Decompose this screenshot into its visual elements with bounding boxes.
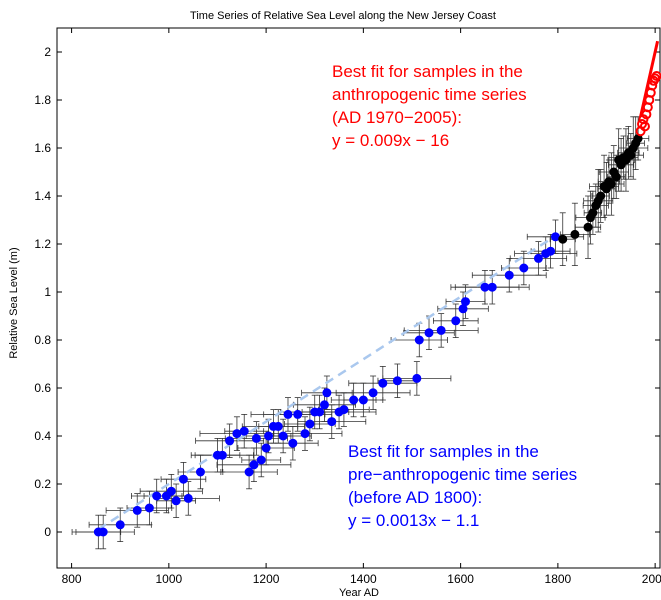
annotation-blue-line-1: Best fit for samples in the [348, 442, 539, 461]
pre-anthropogenic-point [504, 270, 514, 280]
pre-anthropogenic-point [183, 493, 193, 503]
x-tick-label: 1400 [350, 572, 377, 586]
pre-anthropogenic-point [378, 378, 388, 388]
pre-anthropogenic-point [519, 263, 529, 273]
pre-anthropogenic-point [392, 376, 402, 386]
x-tick-label: 800 [62, 572, 82, 586]
pre-anthropogenic-point [451, 316, 461, 326]
pre-anthropogenic-point [98, 527, 108, 537]
pre-anthropogenic-point [278, 431, 288, 441]
pre-anthropogenic-point [217, 450, 227, 460]
pre-anthropogenic-point [239, 426, 249, 436]
pre-anthropogenic-point [315, 407, 325, 417]
pre-anthropogenic-point [261, 443, 271, 453]
pre-anthropogenic-point [414, 335, 424, 345]
y-tick-label: 0.2 [34, 477, 51, 491]
pre-anthropogenic-point [256, 455, 266, 465]
pre-anthropogenic-point [144, 503, 154, 513]
annotation-red-line-3: (AD 1970−2005): [332, 108, 462, 127]
anthropogenic-fit-annotation: Best fit for samples in the anthropogeni… [332, 62, 527, 150]
pre-anthropogenic-point [436, 325, 446, 335]
pre-anthropogenic-point [368, 388, 378, 398]
pre-anthropogenic-point [195, 467, 205, 477]
chart-title: Time Series of Relative Sea Level along … [190, 10, 496, 22]
annotation-red-line-4: y = 0.009x − 16 [332, 131, 449, 150]
pre-anthropogenic-point [171, 496, 181, 506]
y-tick-label: 1 [44, 285, 51, 299]
pre-anthropogenic-point [178, 474, 188, 484]
y-tick-label: 1.8 [34, 93, 51, 107]
y-tick-label: 1.4 [34, 189, 51, 203]
pre-anthropogenic-point [249, 460, 259, 470]
annotation-blue-line-3: (before AD 1800): [348, 488, 482, 507]
pre-anthropogenic-point [487, 282, 497, 292]
annotation-red-line-2: anthropogenic time series [332, 85, 527, 104]
y-tick-label: 0.8 [34, 333, 51, 347]
pre-anthropogenic-point [288, 438, 298, 448]
pre-anthropogenic-point [424, 328, 434, 338]
pre-anthropogenic-point [152, 491, 162, 501]
pre-anthropogenic-point [349, 395, 359, 405]
pre-anthropogenic-point [319, 400, 329, 410]
annotation-blue-line-4: y = 0.0013x − 1.1 [348, 511, 479, 530]
pre-anthropogenic-fit-annotation: Best fit for samples in the pre−anthropo… [348, 442, 577, 530]
pre-anthropogenic-point [322, 388, 332, 398]
pre-anthropogenic-point [232, 429, 242, 439]
y-tick-label: 0.4 [34, 429, 51, 443]
x-tick-label: 1200 [253, 572, 280, 586]
pre-anthropogenic-point [166, 486, 176, 496]
pre-anthropogenic-point [546, 246, 556, 256]
pre-anthropogenic-point [115, 520, 125, 530]
y-tick-label: 1.2 [34, 237, 51, 251]
annotation-blue-line-2: pre−anthropogenic time series [348, 465, 577, 484]
transition-point [570, 229, 580, 239]
pre-anthropogenic-point [225, 436, 235, 446]
pre-anthropogenic-point [300, 429, 310, 439]
pre-anthropogenic-point [358, 395, 368, 405]
pre-anthropogenic-point [283, 409, 293, 419]
y-tick-label: 1.6 [34, 141, 51, 155]
transition-point [583, 222, 593, 232]
x-tick-label: 1800 [545, 572, 572, 586]
anthropogenic-point [639, 121, 650, 132]
pre-anthropogenic-point [327, 417, 337, 427]
y-tick-label: 0 [44, 525, 51, 539]
y-tick-label: 2 [44, 45, 51, 59]
pre-anthropogenic-point [264, 431, 274, 441]
pre-anthropogenic-point [132, 505, 142, 515]
annotation-red-line-1: Best fit for samples in the [332, 62, 523, 81]
y-axis-label: Relative Sea Level (m) [8, 247, 20, 358]
pre-anthropogenic-point [412, 373, 422, 383]
pre-anthropogenic-point [244, 467, 254, 477]
x-tick-label: 1000 [155, 572, 182, 586]
pre-anthropogenic-point [550, 232, 560, 242]
anthropogenic-fit-line [639, 40, 660, 118]
pre-anthropogenic-point [339, 405, 349, 415]
transition-point [596, 191, 606, 201]
pre-anthropogenic-point [251, 433, 261, 443]
pre-anthropogenic-point [533, 253, 543, 263]
pre-anthropogenic-fit-line [97, 233, 559, 531]
x-tick-label: 1600 [447, 572, 474, 586]
pre-anthropogenic-point [273, 421, 283, 431]
x-axis-label: Year AD [339, 587, 379, 599]
pre-anthropogenic-point [460, 297, 470, 307]
transition-point [606, 179, 616, 189]
plot-frame [56, 27, 661, 569]
transition-point [611, 172, 621, 182]
y-tick-label: 0.6 [34, 381, 51, 395]
transition-point [558, 234, 568, 244]
pre-anthropogenic-point [305, 419, 315, 429]
pre-anthropogenic-point [293, 409, 303, 419]
